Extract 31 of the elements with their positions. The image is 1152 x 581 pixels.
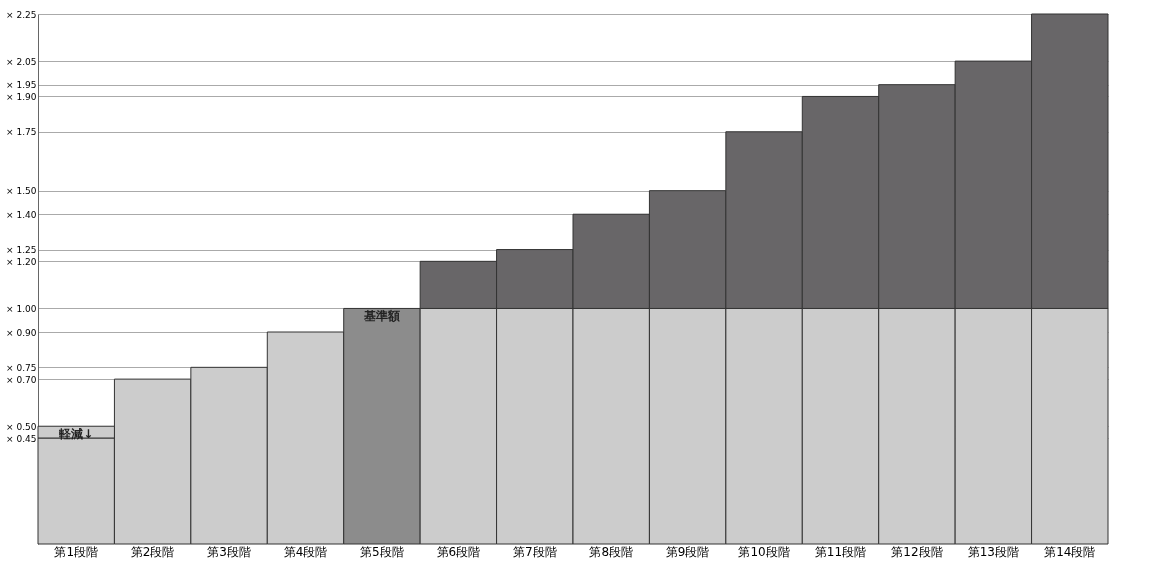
y-tick-label: × 0.75 bbox=[6, 362, 37, 373]
annotation: 軽減↓ bbox=[58, 427, 94, 442]
x-tick-label: 第7段階 bbox=[512, 544, 557, 559]
x-tick-label: 第9段階 bbox=[665, 544, 710, 559]
y-tick-label: × 2.05 bbox=[6, 56, 37, 67]
y-tick-label: × 1.40 bbox=[6, 209, 37, 220]
y-tick-label: × 1.75 bbox=[6, 127, 37, 138]
x-tick-label: 第8段階 bbox=[589, 544, 634, 559]
y-tick-label: × 1.20 bbox=[6, 256, 37, 267]
y-tick-label: × 1.50 bbox=[6, 186, 37, 197]
annotation: 基準額 bbox=[362, 309, 400, 324]
y-tick-label: × 0.90 bbox=[6, 327, 37, 338]
x-tick-label: 第13段階 bbox=[967, 544, 1019, 559]
x-tick-label: 第12段階 bbox=[891, 544, 943, 559]
x-tick-label: 第6段階 bbox=[436, 544, 481, 559]
y-tick-label: × 1.95 bbox=[6, 80, 37, 91]
y-tick-label: × 1.25 bbox=[6, 245, 37, 256]
y-tick-label: × 1.90 bbox=[6, 91, 37, 102]
y-tick-label: × 1.00 bbox=[6, 303, 37, 314]
x-tick-label: 第3段階 bbox=[207, 544, 251, 559]
x-tick-label: 第2段階 bbox=[130, 544, 175, 559]
x-tick-label: 第4段階 bbox=[283, 544, 328, 559]
x-tick-label: 第1段階 bbox=[54, 544, 99, 559]
y-tick-label: × 0.45 bbox=[6, 433, 37, 444]
y-tick-label: × 0.70 bbox=[6, 374, 37, 385]
x-tick-label: 第5段階 bbox=[360, 544, 404, 559]
x-tick-label: 第14段階 bbox=[1044, 544, 1096, 559]
x-tick-label: 第11段階 bbox=[814, 544, 867, 559]
y-tick-label: × 2.25 bbox=[6, 9, 37, 20]
y-tick-label: × 0.50 bbox=[6, 421, 37, 432]
x-tick-label: 第10段階 bbox=[738, 544, 790, 559]
